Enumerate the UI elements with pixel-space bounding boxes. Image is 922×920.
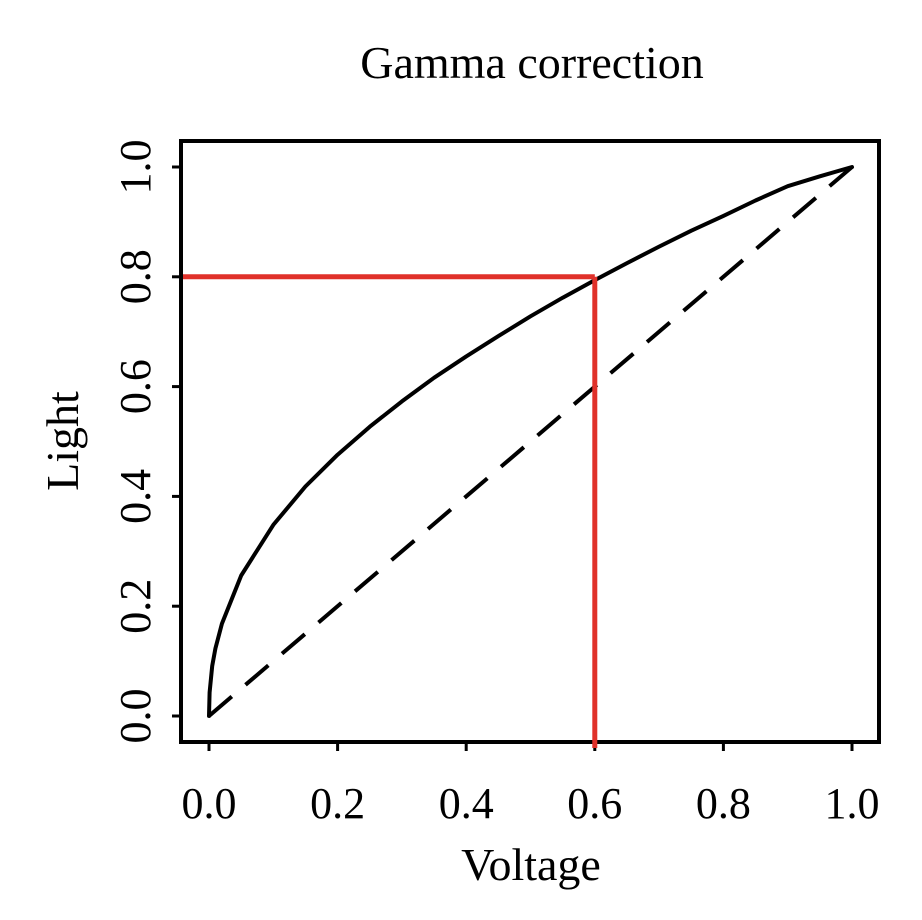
y-tick-label: 0.6 <box>111 359 160 414</box>
x-tick-label: 0.4 <box>439 779 494 828</box>
y-tick-label: 0.0 <box>111 689 160 744</box>
chart-title: Gamma correction <box>360 37 704 88</box>
y-tick-label: 0.8 <box>111 249 160 304</box>
y-axis-label: Light <box>37 391 88 491</box>
x-tick-label: 1.0 <box>825 779 880 828</box>
x-axis-label: Voltage <box>461 839 601 890</box>
identity-line <box>207 165 854 718</box>
plot-area: 0.0 0.2 0.4 0.6 0.8 1.0 0.0 0.2 0.4 0.6 0.8 1.0 <box>111 139 881 828</box>
plot-frame <box>179 139 881 744</box>
y-tick-label: 0.2 <box>111 579 160 634</box>
y-tick-label: 0.4 <box>111 469 160 524</box>
y-tick-label: 1.0 <box>111 140 160 195</box>
x-tick-label: 0.2 <box>310 779 365 828</box>
x-tick-label: 0.6 <box>567 779 622 828</box>
gamma-curve <box>207 165 854 718</box>
x-tick-label: 0.0 <box>182 779 237 828</box>
x-tick-label: 0.8 <box>696 779 751 828</box>
